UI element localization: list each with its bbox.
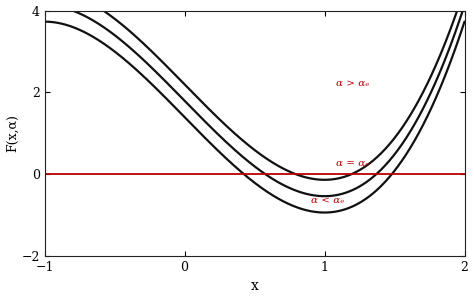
Y-axis label: F(x,α): F(x,α) [6, 114, 18, 152]
Text: α > αₑ: α > αₑ [336, 79, 369, 88]
X-axis label: x: x [251, 280, 258, 293]
Text: α = αₑ: α = αₑ [336, 159, 369, 168]
Text: α < αₑ: α < αₑ [310, 196, 344, 205]
